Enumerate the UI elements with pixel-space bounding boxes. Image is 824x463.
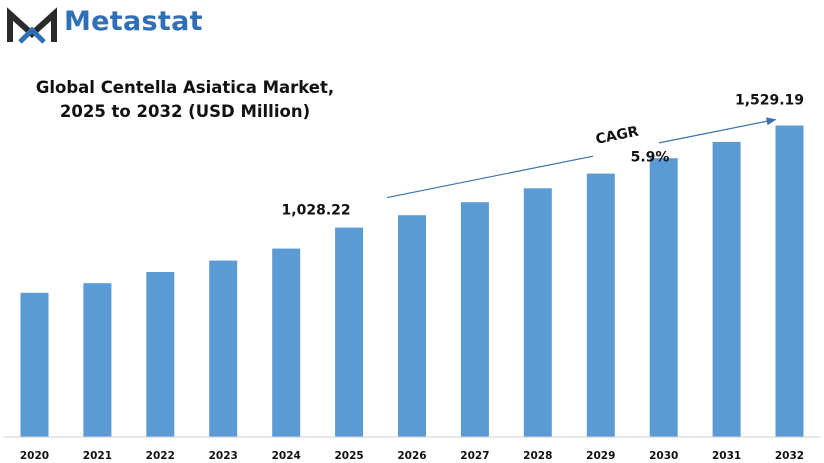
x-tick-label-2027: 2027 [460,450,489,462]
x-tick-label-2032: 2032 [775,450,804,462]
x-tick-label-2024: 2024 [272,450,301,462]
bar-2025 [335,227,364,437]
data-label-2032: 1,529.19 [735,93,804,109]
x-tick-label-2029: 2029 [586,450,615,462]
x-tick-label-2020: 2020 [20,450,49,462]
cagr-arrow-line-end [658,117,777,144]
x-tick-label-2028: 2028 [523,450,552,462]
x-tick-label-2025: 2025 [334,450,363,462]
data-label-2025: 1,028.22 [282,203,351,219]
x-tick-label-2021: 2021 [83,450,112,462]
bar-2023 [209,260,238,437]
chart-title-line-2: 2025 to 2032 (USD Million) [59,102,311,121]
bar-2026 [398,215,426,437]
bar-2028 [523,188,552,437]
bar-2021 [83,283,112,437]
bar-2030 [649,158,678,437]
cagr-value: 5.9% [631,150,670,166]
cagr-arrow-line-start [386,155,594,199]
chart-title-line-1: Global Centella Asiatica Market, [35,78,335,97]
brand-name: Metastat [64,6,203,37]
x-tick-label-2022: 2022 [146,450,175,462]
bar-2032 [775,125,804,437]
bar-2022 [146,272,175,437]
x-tick-label-2026: 2026 [397,450,426,462]
bar-2031 [712,141,741,437]
cagr-label: CAGR [594,124,640,148]
chart-title: Global Centella Asiatica Market, 2025 to… [20,76,350,124]
bar-2024 [272,248,301,437]
x-tick-label-2023: 2023 [209,450,238,462]
bar-2029 [586,173,615,437]
x-tick-label-2030: 2030 [649,450,678,462]
x-tick-label-2031: 2031 [712,450,741,462]
metastat-logo-m-icon [7,7,57,44]
bar-2027 [460,202,489,437]
bar-2020 [20,292,49,437]
